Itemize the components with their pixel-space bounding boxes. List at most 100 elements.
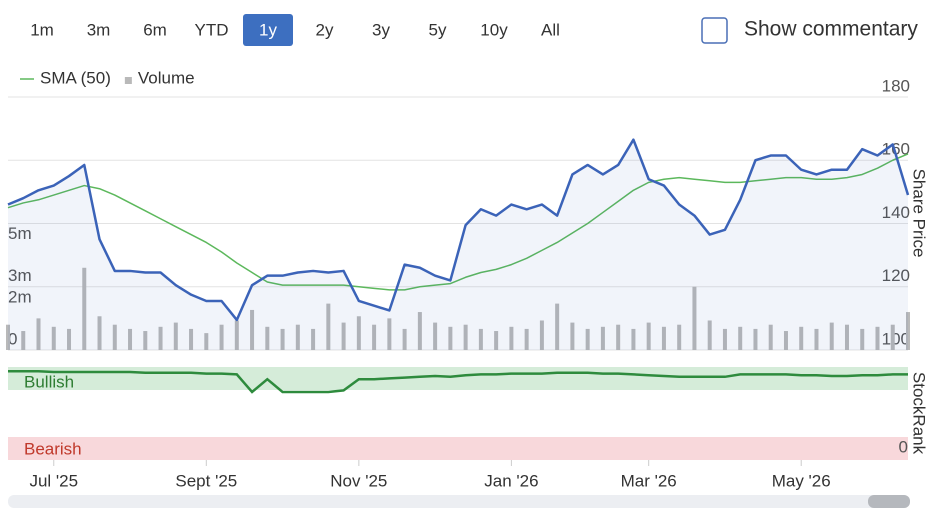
volume-bar: [21, 331, 26, 350]
range-button[interactable]: 2y: [316, 20, 334, 39]
y2-tick-label: 0: [8, 329, 17, 348]
x-tick-label: May '26: [772, 471, 831, 490]
volume-bar: [539, 320, 544, 350]
volume-bar: [311, 328, 316, 350]
range-button[interactable]: 3m: [87, 20, 111, 39]
range-button[interactable]: 6m: [143, 20, 167, 39]
volume-bar: [616, 324, 621, 350]
x-tick-label: Jan '26: [484, 471, 538, 490]
volume-bar: [36, 318, 41, 350]
volume-bar: [524, 328, 529, 350]
checkbox-label[interactable]: Show commentary: [744, 18, 918, 41]
price-line: [7, 138, 910, 322]
volume-bar: [143, 331, 148, 350]
x-tick-label: Mar '26: [621, 471, 677, 490]
volume-bar: [600, 326, 605, 350]
volume-bar: [738, 326, 743, 350]
volume-bar: [173, 322, 178, 350]
y-tick-label: 180: [882, 76, 910, 95]
y-tick-label: 160: [882, 140, 910, 159]
volume-bar: [51, 326, 56, 350]
volume-bar: [570, 322, 575, 350]
volume-bar: [875, 326, 880, 350]
range-button[interactable]: All: [541, 20, 560, 39]
volume-bar: [768, 324, 773, 350]
volume-bar: [326, 303, 331, 350]
volume-bar: [265, 326, 270, 350]
band-label: Bullish: [24, 372, 74, 391]
volume-bar: [112, 324, 117, 350]
volume-bar: [509, 326, 514, 350]
x-tick-label: Jul '25: [29, 471, 78, 490]
volume-bar: [67, 328, 72, 350]
volume-bar: [661, 326, 666, 350]
volume-bar: [783, 331, 788, 350]
active-range: [243, 14, 293, 46]
price-area: [8, 139, 908, 350]
y-tick-label: 120: [882, 266, 910, 285]
volume-bar: [433, 322, 438, 350]
volume-bar: [890, 324, 895, 350]
volume-bar: [677, 324, 682, 350]
volume-bar: [722, 328, 727, 350]
legend-label[interactable]: Volume: [138, 68, 195, 87]
range-button[interactable]: 5y: [429, 20, 447, 39]
volume-bar: [417, 312, 422, 350]
band-label: Bearish: [24, 439, 82, 458]
volume-bar: [158, 326, 163, 350]
volume-bar: [97, 316, 102, 350]
volume-bar: [387, 318, 392, 350]
checkbox[interactable]: [701, 17, 728, 44]
volume-bar: [753, 328, 758, 350]
volume-bar: [402, 328, 407, 350]
y2-tick-label: 2m: [8, 287, 32, 306]
volume-bar: [799, 326, 804, 350]
legend-label[interactable]: SMA (50): [40, 68, 111, 87]
y-axis-label: StockRank: [910, 372, 929, 455]
range-button[interactable]: 10y: [480, 20, 508, 39]
volume-bar: [478, 328, 483, 350]
scrollbar[interactable]: [8, 495, 910, 508]
volume-bar: [860, 328, 865, 350]
volume-bar: [82, 267, 87, 350]
volume-bar: [829, 322, 834, 350]
volume-bar: [250, 309, 255, 350]
range-button[interactable]: 1m: [30, 20, 54, 39]
y2-tick-label: 5m: [8, 224, 32, 243]
range-button[interactable]: 1y: [259, 20, 277, 39]
volume-bar: [585, 328, 590, 350]
volume-bar: [631, 328, 636, 350]
volume-bar: [341, 322, 346, 350]
volume-bar: [356, 316, 361, 350]
volume-bar: [234, 320, 239, 350]
scroll-thumb[interactable]: [868, 495, 910, 508]
volume-bar: [494, 331, 499, 350]
volume-bar: [204, 333, 209, 350]
bullish-band: [8, 367, 908, 390]
volume-bar: [906, 312, 910, 350]
y-tick-label: 0: [899, 437, 908, 456]
volume-bar: [448, 326, 453, 350]
volume-bar: [692, 286, 697, 350]
range-button[interactable]: 3y: [372, 20, 390, 39]
stockrank-line: [8, 369, 908, 394]
y-axis-label: Share Price: [910, 169, 929, 258]
legend-swatch: [124, 77, 132, 84]
y-tick-label: 140: [882, 203, 910, 222]
range-button[interactable]: YTD: [195, 20, 229, 39]
volume-bar: [280, 328, 285, 350]
volume-bar: [219, 324, 224, 350]
y2-tick-label: 3m: [8, 266, 32, 285]
volume-bar: [372, 324, 377, 350]
sma-line: [7, 153, 909, 291]
volume-bar: [6, 324, 10, 350]
x-tick-label: Sept '25: [175, 471, 237, 490]
volume-bar: [295, 324, 300, 350]
volume-bar: [189, 328, 194, 350]
y-tick-label: 100: [882, 329, 910, 348]
volume-bar: [814, 328, 819, 350]
volume-bar: [128, 328, 133, 350]
bearish-band: [8, 437, 908, 460]
volume-bar: [844, 324, 849, 350]
